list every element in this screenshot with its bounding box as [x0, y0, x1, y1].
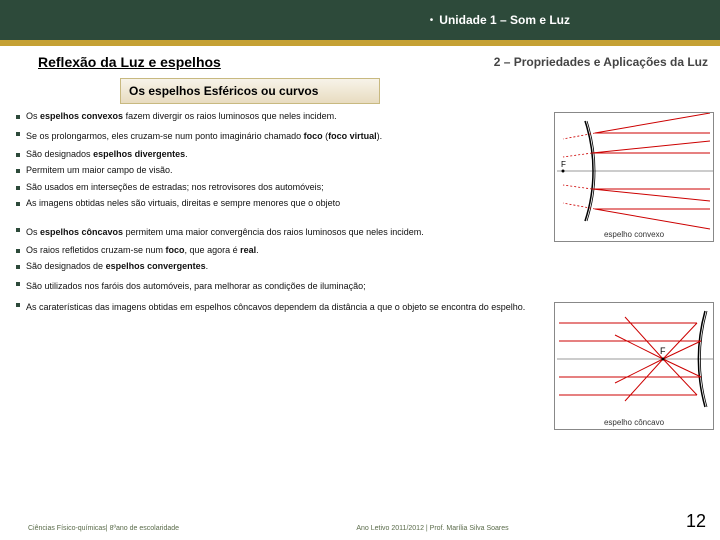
bullet-text: Os espelhos convexos fazem divergir os r… [26, 110, 337, 124]
bullet-item: As caraterísticas das imagens obtidas em… [12, 298, 542, 316]
diagram-concave-label: espelho côncavo [555, 418, 713, 427]
bullet-dot-icon [16, 282, 20, 286]
bullet-list: Os espelhos convexos fazem divergir os r… [12, 110, 542, 316]
bullet-item: Os raios refletidos cruzam-se num foco, … [12, 244, 542, 258]
bullet-item: Permitem um maior campo de visão. [12, 164, 542, 178]
section-subtitle: 2 – Propriedades e Aplicações da Luz [494, 55, 708, 69]
bullet-item: Os espelhos convexos fazem divergir os r… [12, 110, 542, 124]
footer-right: Ano Letivo 2011/2012 | Prof. Marília Sil… [356, 525, 508, 532]
bullet-text: Se os prolongarmos, eles cruzam-se num p… [26, 127, 382, 145]
bullet-text: São designados de espelhos convergentes. [26, 260, 208, 274]
bullet-item: Se os prolongarmos, eles cruzam-se num p… [12, 127, 542, 145]
bullet-text: São utilizados nos faróis dos automóveis… [26, 277, 366, 295]
bullet-text: Os espelhos côncavos permitem uma maior … [26, 223, 424, 241]
focus-label-concave: F [660, 346, 666, 356]
subheader-row: Reflexão da Luz e espelhos 2 – Proprieda… [0, 46, 720, 74]
bullet-dot-icon [16, 303, 20, 307]
bullet-dot-icon [16, 153, 20, 157]
bullet-dot-icon [16, 249, 20, 253]
bullet-dot-icon [16, 202, 20, 206]
bullet-text: As imagens obtidas neles são virtuais, d… [26, 197, 340, 211]
page-number: 12 [686, 511, 706, 532]
topic-heading: Os espelhos Esféricos ou curvos [120, 78, 380, 104]
bullet-item: São usados em interseções de estradas; n… [12, 181, 542, 195]
slide-header: • Unidade 1 – Som e Luz [0, 0, 720, 40]
bullet-item: São designados de espelhos convergentes. [12, 260, 542, 274]
bullet-text: Os raios refletidos cruzam-se num foco, … [26, 244, 259, 258]
footer-left: Ciências Físico-químicas| 8ºano de escol… [28, 525, 179, 532]
bullet-dot-icon [16, 186, 20, 190]
diagram-concave: F espelho côncavo [554, 302, 714, 430]
bullet-dot-icon [16, 115, 20, 119]
slide-footer: Ciências Físico-químicas| 8ºano de escol… [0, 511, 720, 532]
diagram-convex-label: espelho convexo [555, 230, 713, 239]
bullet-dot-icon [16, 169, 20, 173]
bullet-item: São designados espelhos divergentes. [12, 148, 542, 162]
bullet-item: São utilizados nos faróis dos automóveis… [12, 277, 542, 295]
topic-text: Os espelhos Esféricos ou curvos [129, 84, 318, 98]
bullet-text: São designados espelhos divergentes. [26, 148, 188, 162]
bullet-text: Permitem um maior campo de visão. [26, 164, 173, 178]
section-title: Reflexão da Luz e espelhos [38, 54, 221, 70]
bullet-text: As caraterísticas das imagens obtidas em… [26, 298, 525, 316]
bullet-item: As imagens obtidas neles são virtuais, d… [12, 197, 542, 211]
bullet-dot-icon [16, 132, 20, 136]
bullet-dot-icon [16, 228, 20, 232]
bullet-dot-icon [16, 265, 20, 269]
diagram-convex: F espelho convexo [554, 112, 714, 242]
bullet-item: Os espelhos côncavos permitem uma maior … [12, 223, 542, 241]
focus-label-convex: F [561, 160, 566, 169]
bullet-text: São usados em interseções de estradas; n… [26, 181, 324, 195]
content-area: Os espelhos convexos fazem divergir os r… [0, 110, 720, 316]
unit-title: Unidade 1 – Som e Luz [439, 13, 570, 27]
